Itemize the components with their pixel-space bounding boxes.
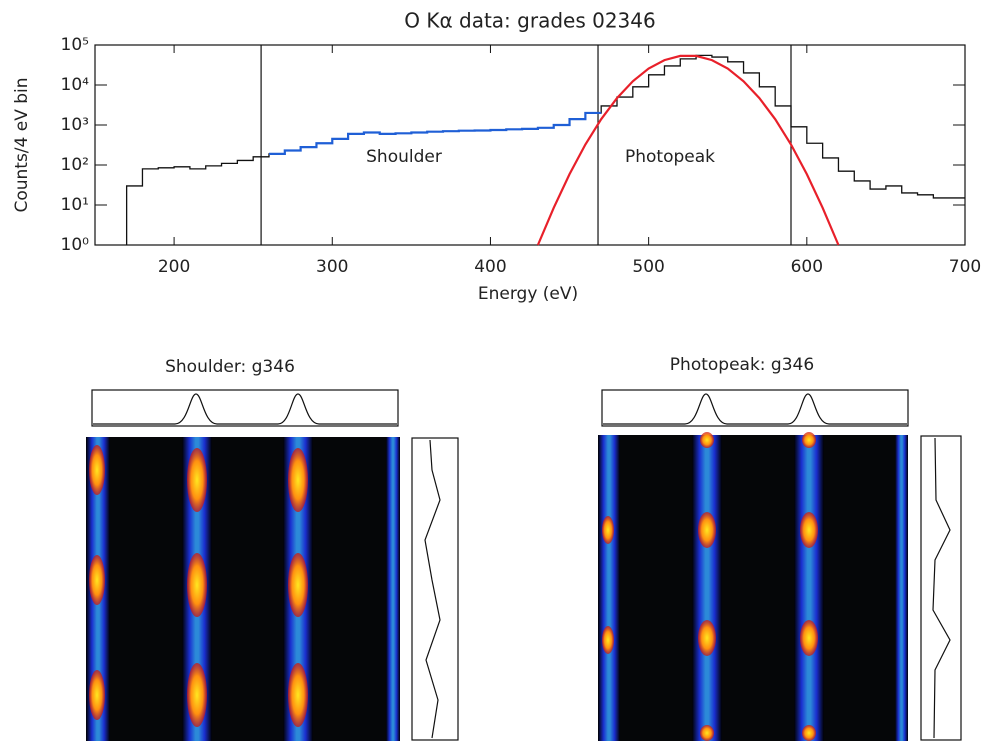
stripe xyxy=(386,437,400,741)
profile-line xyxy=(932,437,951,739)
image xyxy=(90,437,400,741)
x-tick-label: 200 xyxy=(158,257,190,277)
profile-box xyxy=(91,389,399,427)
stripe xyxy=(895,435,908,741)
panel-title: Shoulder: g346 xyxy=(165,357,295,377)
hotspots xyxy=(89,445,308,727)
image xyxy=(600,435,908,741)
annotation: Photopeak xyxy=(625,147,715,167)
series-line xyxy=(125,54,965,245)
profile-line xyxy=(93,393,397,425)
y-tick-label: 10⁵ xyxy=(61,35,89,55)
series-line xyxy=(269,111,602,155)
stripe xyxy=(794,435,824,741)
profile-box xyxy=(411,437,459,741)
y-axis-label: Counts/4 eV bin xyxy=(12,77,32,212)
profile-box xyxy=(601,389,909,427)
profile-line xyxy=(424,439,441,739)
y-tick-label: 10⁴ xyxy=(61,75,90,95)
x-tick-label: 600 xyxy=(791,257,823,277)
annotation: Shoulder xyxy=(366,147,442,167)
y-tick-label: 10² xyxy=(61,155,89,175)
stripe xyxy=(692,435,722,741)
x-tick-label: 500 xyxy=(632,257,664,277)
x-tick-label: 300 xyxy=(316,257,348,277)
shoulder-panel xyxy=(86,389,459,741)
chart-title: O Kα data: grades 02346 xyxy=(404,9,655,33)
y-tick-label: 10⁰ xyxy=(61,235,90,255)
profile-box xyxy=(920,435,962,741)
photopeak-panel xyxy=(598,389,962,741)
profile-line xyxy=(603,393,907,425)
series-line xyxy=(536,54,840,246)
y-tick-label: 10³ xyxy=(61,115,89,135)
x-axis-label: Energy (eV) xyxy=(478,284,578,304)
stripe xyxy=(598,435,620,741)
y-tick-label: 10¹ xyxy=(61,195,89,215)
x-tick-label: 700 xyxy=(949,257,981,277)
panel-title: Photopeak: g346 xyxy=(670,355,814,375)
plot-frame xyxy=(94,44,966,246)
hotspots xyxy=(602,432,818,741)
x-tick-label: 400 xyxy=(474,257,506,277)
